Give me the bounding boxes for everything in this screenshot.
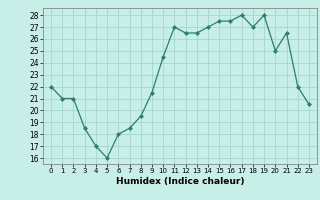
X-axis label: Humidex (Indice chaleur): Humidex (Indice chaleur)	[116, 177, 244, 186]
